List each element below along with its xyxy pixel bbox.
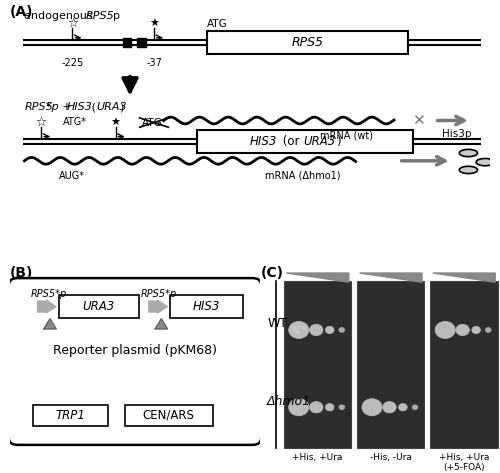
Text: -His, -Ura: -His, -Ura [370, 453, 412, 462]
Circle shape [296, 325, 298, 326]
Ellipse shape [460, 166, 477, 174]
Circle shape [288, 399, 309, 416]
Circle shape [362, 399, 382, 416]
Text: RPS5*p: RPS5*p [140, 289, 177, 299]
Circle shape [296, 329, 298, 331]
Circle shape [300, 328, 302, 330]
Text: (or: (or [279, 135, 303, 148]
Text: (A): (A) [10, 5, 34, 19]
Bar [137, 38, 146, 47]
Text: RPS5: RPS5 [292, 36, 324, 49]
Circle shape [339, 405, 344, 410]
FancyBboxPatch shape [59, 295, 139, 318]
Text: Reporter plasmid (pKM68): Reporter plasmid (pKM68) [53, 344, 217, 357]
Circle shape [299, 327, 301, 328]
Text: HIS3: HIS3 [192, 300, 220, 313]
FancyArrow shape [149, 300, 168, 313]
Text: ATG*: ATG* [63, 117, 87, 127]
Circle shape [306, 326, 308, 327]
Text: +His, +Ura: +His, +Ura [292, 453, 343, 462]
Text: HIS3: HIS3 [250, 135, 278, 148]
Circle shape [486, 327, 491, 333]
FancyBboxPatch shape [357, 281, 424, 448]
Text: ): ) [336, 135, 341, 148]
Text: (B): (B) [10, 266, 34, 280]
Circle shape [412, 405, 418, 410]
Text: mRNA (wt): mRNA (wt) [320, 131, 372, 140]
Text: RPS5*p: RPS5*p [30, 289, 67, 299]
Text: ✕: ✕ [412, 113, 424, 128]
Polygon shape [360, 273, 422, 282]
Circle shape [339, 327, 344, 333]
Text: ★: ★ [149, 19, 159, 29]
Circle shape [310, 324, 323, 336]
FancyArrow shape [38, 300, 56, 313]
Circle shape [456, 324, 469, 336]
FancyBboxPatch shape [9, 278, 261, 445]
Text: endogenous: endogenous [24, 11, 97, 21]
Text: ☆: ☆ [36, 116, 47, 129]
Polygon shape [44, 319, 56, 329]
Polygon shape [286, 273, 349, 282]
FancyBboxPatch shape [125, 405, 212, 426]
Text: ): ) [120, 103, 124, 113]
Text: AUG*: AUG* [60, 171, 86, 181]
Circle shape [310, 402, 323, 413]
Circle shape [294, 324, 296, 326]
FancyBboxPatch shape [197, 130, 413, 153]
Text: ATG: ATG [207, 19, 228, 29]
FancyBboxPatch shape [430, 281, 498, 448]
Polygon shape [155, 319, 168, 329]
Circle shape [382, 402, 396, 413]
FancyBboxPatch shape [284, 281, 351, 448]
Text: p: p [113, 11, 120, 21]
Text: URA3: URA3 [82, 300, 115, 313]
Text: ☆: ☆ [67, 17, 78, 30]
Circle shape [298, 330, 300, 332]
Text: (C): (C) [261, 266, 284, 280]
Text: URA3: URA3 [96, 103, 126, 113]
Text: RPS5: RPS5 [24, 103, 53, 113]
FancyBboxPatch shape [170, 295, 242, 318]
Text: URA3: URA3 [304, 135, 336, 148]
Circle shape [326, 403, 334, 411]
Text: TRP1: TRP1 [55, 409, 85, 422]
Circle shape [288, 322, 309, 339]
FancyBboxPatch shape [32, 405, 108, 426]
Polygon shape [433, 273, 495, 282]
Text: +His, +Ura
(+5-FOA): +His, +Ura (+5-FOA) [439, 453, 489, 473]
Text: -225: -225 [62, 58, 84, 68]
Text: HIS3: HIS3 [66, 103, 92, 113]
Text: ATG: ATG [142, 118, 163, 128]
Circle shape [472, 326, 480, 333]
Text: His3p: His3p [442, 129, 472, 139]
Ellipse shape [476, 158, 494, 166]
Text: RPS5: RPS5 [86, 11, 115, 21]
FancyBboxPatch shape [207, 31, 408, 54]
Circle shape [398, 403, 407, 411]
Text: WT: WT [267, 317, 287, 330]
Text: CEN/ARS: CEN/ARS [143, 409, 195, 422]
Text: *p +: *p + [46, 103, 74, 113]
Text: -37: -37 [146, 58, 162, 68]
Circle shape [306, 326, 308, 328]
Circle shape [326, 326, 334, 333]
Text: (: ( [88, 103, 96, 113]
Ellipse shape [460, 149, 477, 157]
Text: ★: ★ [110, 118, 120, 128]
Bar [123, 38, 132, 47]
Text: mRNA (Δhmo1): mRNA (Δhmo1) [265, 171, 340, 181]
Circle shape [435, 322, 456, 339]
Text: Δhmo1: Δhmo1 [267, 394, 312, 408]
